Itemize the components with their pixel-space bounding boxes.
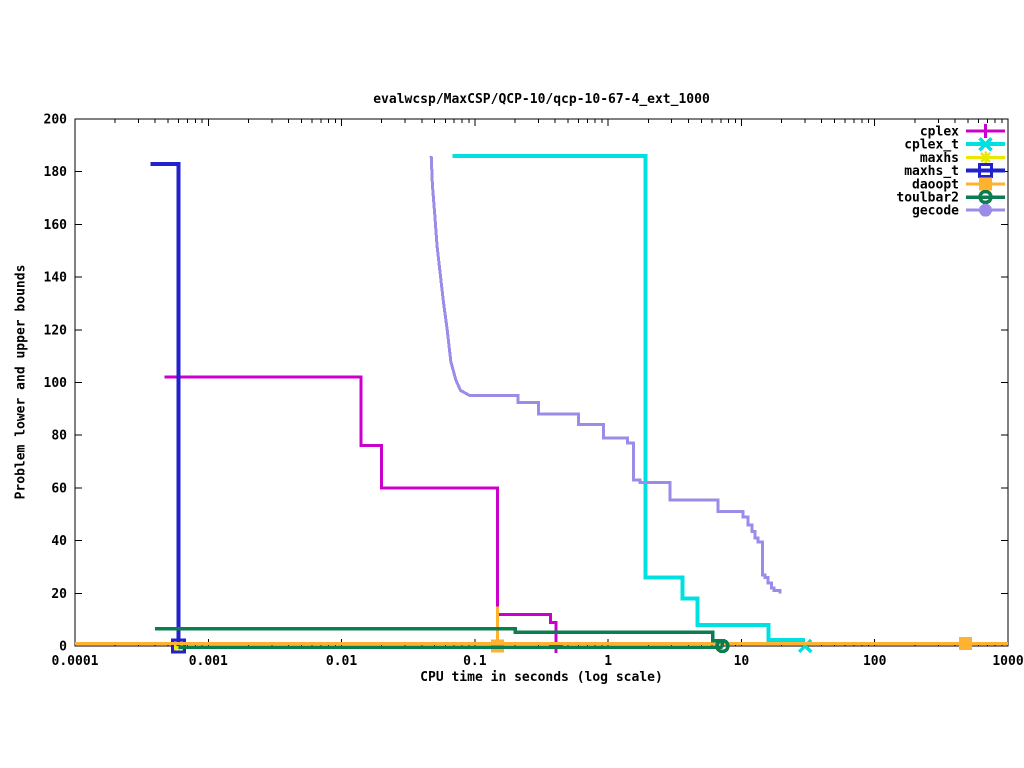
x-tick-label: 0.001 — [189, 654, 228, 669]
legend-label: cplex — [920, 125, 959, 140]
x-axis-ticks: 0.0001 0.001 0.01 0.1 1 10 100 1000 — [52, 119, 1024, 669]
legend-label: daoopt — [912, 177, 959, 192]
legend-item-toulbar2: toulbar2 — [896, 189, 1005, 206]
y-tick-label: 20 — [51, 587, 67, 602]
legend-item-daoopt: daoopt — [912, 177, 1005, 192]
x-tick-label: 0.0001 — [52, 654, 99, 669]
legend-label: cplex_t — [904, 138, 959, 153]
chart-title: evalwcsp/MaxCSP/QCP-10/qcp-10-67-4_ext_1… — [373, 92, 710, 107]
y-tick-label: 80 — [51, 429, 67, 444]
y-tick-label: 200 — [44, 113, 68, 128]
legend-label: gecode — [912, 204, 959, 219]
legend-label: toulbar2 — [896, 191, 959, 206]
legend: cplexcplex_tmaxhsmaxhs_tdaoopttoulbar2ge… — [896, 124, 1005, 219]
legend-item-cplex_t: cplex_t — [904, 136, 1005, 153]
x-tick-label: 0.1 — [463, 654, 487, 669]
y-tick-label: 100 — [44, 376, 68, 391]
y-axis-ticks: 0 20 40 60 80 100 120 140 160 180 200 — [44, 113, 1008, 655]
y-tick-label: 180 — [44, 165, 68, 180]
legend-item-maxhs_t: maxhs_t — [904, 163, 1005, 179]
series-cplex — [164, 375, 558, 646]
x-tick-label: 10 — [734, 654, 750, 669]
legend-label: maxhs — [920, 151, 959, 166]
y-tick-label: 160 — [44, 218, 68, 233]
series-cplex_t — [452, 153, 805, 642]
y-tick-label: 40 — [51, 534, 67, 549]
legend-item-gecode: gecode — [912, 203, 1005, 219]
y-tick-label: 60 — [51, 481, 67, 496]
legend-item-maxhs: maxhs — [920, 151, 1005, 166]
series-maxhs_t — [150, 161, 181, 646]
x-tick-label: 1 — [604, 654, 612, 669]
legend-item-cplex: cplex — [920, 124, 1005, 140]
x-tick-label: 1000 — [992, 654, 1023, 669]
x-tick-label: 0.01 — [326, 654, 357, 669]
y-tick-label: 0 — [59, 640, 67, 655]
series-daoopt — [75, 606, 1008, 646]
y-tick-label: 120 — [44, 323, 68, 338]
series-toulbar2-markers — [715, 638, 730, 654]
y-tick-label: 140 — [44, 271, 68, 286]
legend-label: maxhs_t — [904, 164, 959, 179]
series-gecode — [429, 155, 782, 594]
x-axis-label: CPU time in seconds (log scale) — [420, 670, 663, 685]
x-tick-label: 100 — [863, 654, 887, 669]
plot-border — [74, 118, 1009, 647]
